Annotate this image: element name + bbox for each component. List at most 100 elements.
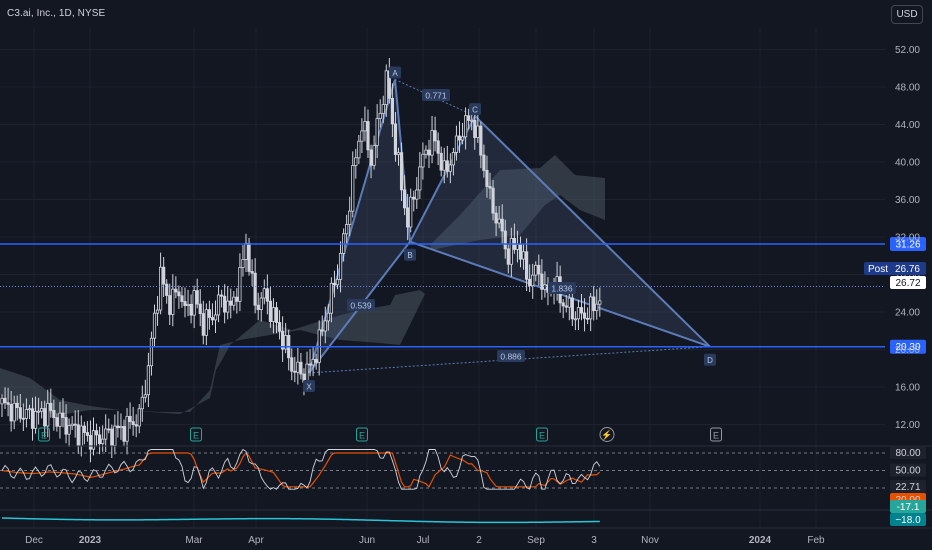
- candle-body: [204, 309, 208, 336]
- candle-body: [58, 412, 62, 427]
- candle-body: [247, 242, 251, 272]
- bottom-indicator-line: [1, 517, 600, 524]
- candle-body: [528, 278, 532, 287]
- x-axis-tick-label: Jun: [359, 535, 375, 546]
- candle-body: [290, 357, 294, 372]
- candle-body: [180, 295, 184, 302]
- candle-body: [284, 335, 288, 350]
- x-axis-tick-label: 3: [591, 535, 597, 546]
- candle-body: [223, 295, 227, 313]
- candle-body: [226, 300, 230, 313]
- candle-body: [409, 196, 413, 228]
- candle-body: [564, 305, 568, 308]
- candle-body: [119, 426, 123, 429]
- candle-body: [137, 408, 141, 427]
- candle-body: [467, 115, 471, 121]
- earnings-marker[interactable]: [38, 427, 50, 442]
- ratio-label: 1.836: [551, 284, 573, 294]
- bottom-indicator-label-bg: [890, 500, 926, 513]
- pattern-point-label: A: [392, 69, 398, 78]
- candle-body: [570, 297, 574, 320]
- ratio-label-bg: [497, 350, 525, 362]
- candle-body: [531, 274, 535, 287]
- candle-body: [433, 130, 437, 142]
- ratio-label: 0.539: [350, 301, 372, 311]
- candle-body: [485, 170, 489, 187]
- candle-body: [494, 212, 498, 224]
- x-axis-tick-label: Apr: [248, 535, 264, 546]
- candle-body: [91, 430, 96, 450]
- candle-body: [128, 415, 132, 422]
- pattern-point-x: [303, 379, 315, 392]
- candle-body: [595, 303, 599, 312]
- x-axis-tick-label: Nov: [641, 535, 659, 546]
- candle-body: [158, 266, 163, 311]
- y-axis-tick-label: 40.00: [895, 158, 920, 169]
- candle-body: [55, 417, 59, 427]
- candle-body: [482, 154, 486, 171]
- candle-body: [582, 312, 587, 319]
- candle-body: [0, 397, 4, 405]
- lightning-icon[interactable]: [599, 427, 615, 442]
- candle-body: [134, 424, 138, 427]
- candle-body: [598, 300, 602, 305]
- candle-body: [454, 135, 459, 153]
- candle-body: [363, 121, 367, 132]
- candle-body: [21, 417, 25, 420]
- earnings-marker[interactable]: [536, 427, 548, 442]
- candle-body: [189, 303, 193, 316]
- candle-body: [360, 130, 364, 142]
- candle-body: [262, 288, 266, 299]
- candle-body: [210, 317, 215, 321]
- candle-body: [256, 304, 260, 311]
- oscillator-axis-label-bg: [890, 480, 926, 493]
- candle-body: [162, 266, 166, 285]
- pattern-point-label: X: [306, 382, 312, 391]
- currency-button[interactable]: USD: [891, 5, 923, 24]
- candle-body: [268, 300, 273, 322]
- candle-body: [52, 410, 56, 419]
- candle-body: [85, 432, 89, 436]
- candle-body: [491, 187, 495, 214]
- candle-body: [265, 288, 269, 302]
- candle-body: [586, 317, 590, 320]
- candle-body: [238, 267, 242, 302]
- candle-body: [110, 428, 114, 446]
- current-price-badge-bg: [890, 276, 926, 289]
- candle-body: [314, 358, 318, 363]
- candle-body: [76, 424, 80, 447]
- lightning-icon-label: ⚡: [601, 429, 612, 441]
- candle-body: [24, 408, 29, 419]
- candle-body: [567, 297, 571, 308]
- current-price-label: 26.72: [895, 278, 920, 289]
- x-axis-tick-label: Feb: [807, 535, 825, 546]
- y-axis-tick-label: 32.00: [895, 233, 920, 244]
- x-axis-tick-label: Jul: [417, 535, 430, 546]
- candle-body: [232, 296, 236, 306]
- earnings-marker[interactable]: [710, 427, 722, 442]
- candle-body: [576, 307, 581, 320]
- candle-body: [369, 149, 373, 166]
- candle-body: [165, 283, 169, 296]
- candle-body: [415, 189, 419, 200]
- candle-body: [476, 125, 480, 138]
- y-axis-tick-label: 16.00: [895, 383, 920, 394]
- candle-body: [445, 160, 449, 172]
- candle-body: [393, 123, 398, 155]
- candle-body: [49, 402, 53, 411]
- candle-body: [207, 309, 211, 318]
- ratio-label-bg: [347, 299, 375, 311]
- earnings-marker[interactable]: [356, 427, 368, 442]
- candle-body: [168, 295, 172, 315]
- candle-body: [241, 259, 245, 268]
- candle-body: [589, 296, 593, 320]
- candle-body: [320, 329, 324, 332]
- candle-body: [30, 408, 35, 429]
- candle-body: [338, 253, 343, 280]
- ratio-label: 0.886: [500, 352, 522, 362]
- candle-body: [442, 160, 446, 171]
- earnings-marker[interactable]: [190, 427, 202, 442]
- y-axis-tick-label: 48.00: [895, 83, 920, 94]
